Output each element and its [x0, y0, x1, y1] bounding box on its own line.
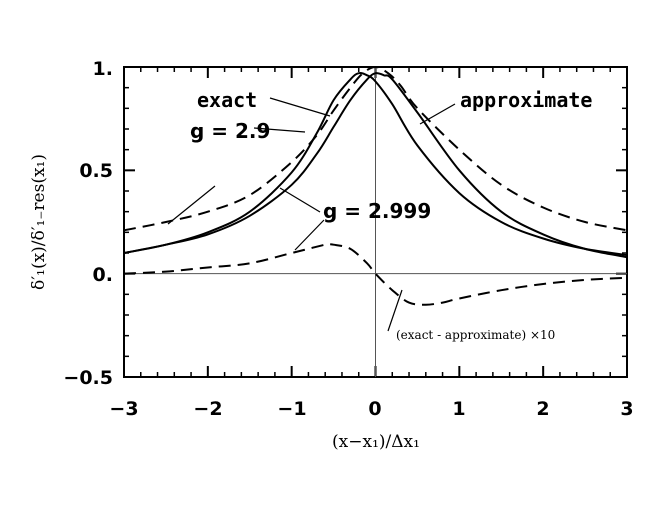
y-axis-title: δ′₁(x)/δ′₁₋res(x₁): [29, 154, 49, 290]
g-2-999-leader-to-difference: [294, 219, 325, 251]
x-tick-label: 0: [368, 398, 381, 420]
approximate-label: approximate: [460, 88, 592, 112]
reference-lines: [124, 67, 627, 377]
x-tick-label: −3: [109, 398, 138, 420]
difference-curve: [123, 243, 628, 306]
exact-label: exact: [197, 88, 257, 112]
x-tick-label: 2: [536, 398, 549, 420]
exact-g2-9-curve: [123, 72, 628, 257]
series-group: [123, 65, 628, 306]
g-2-999-leader-to-exact: [279, 187, 321, 213]
tick-marks: [123, 66, 628, 378]
y-tick-label: 0.5: [79, 160, 113, 182]
y-tick-label: 0.: [93, 264, 113, 286]
exact-g2-999-curve: [123, 72, 628, 259]
x-tick-label: 3: [620, 398, 633, 420]
g-2-999-label: g = 2.999: [323, 199, 431, 223]
x-axis-title: (x−x₁)/Δx₁: [332, 432, 420, 452]
y-tick-label: 1.: [93, 58, 113, 80]
g-2-999-leader-to-approximate: [167, 185, 216, 225]
difference-leader: [387, 289, 403, 332]
annotation-leaders: [167, 97, 456, 332]
g-2-9-label: g = 2.9: [190, 119, 270, 143]
y-tick-label: −0.5: [63, 367, 113, 389]
difference-label: (exact - approximate) ×10: [396, 328, 555, 342]
x-tick-label: −2: [193, 398, 222, 420]
approximate-leader: [419, 103, 456, 125]
approximate-curve: [123, 65, 628, 232]
x-tick-label: 1: [452, 398, 465, 420]
exact-leader: [269, 97, 331, 117]
x-tick-label: −1: [277, 398, 306, 420]
g-2-9-leader: [253, 127, 306, 133]
